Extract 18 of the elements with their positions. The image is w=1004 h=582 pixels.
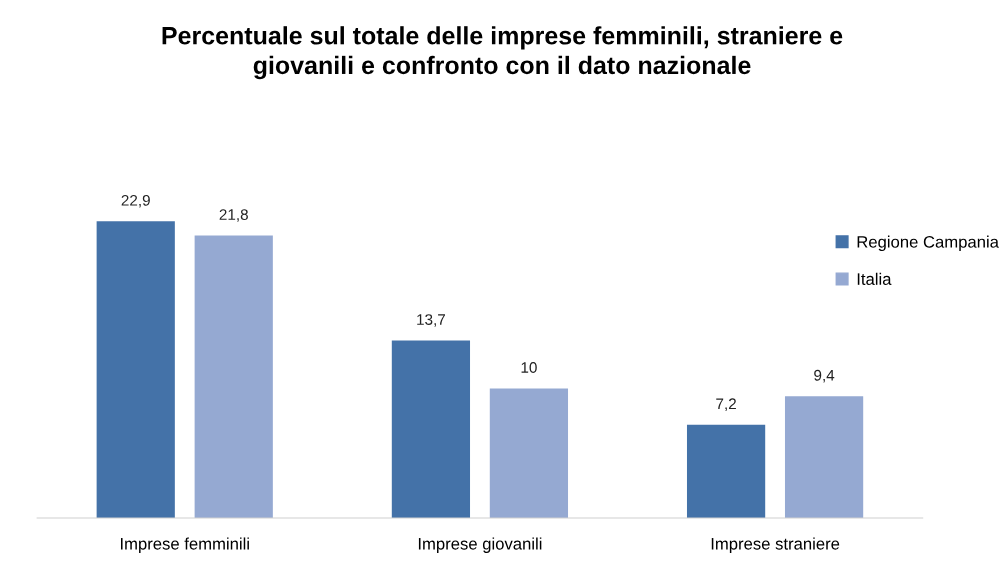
legend-label: Italia [857,272,892,285]
bar [96,221,175,518]
x-tick-label: Imprese straniere [711,537,840,553]
chart-title: Percentuale sul totale delle imprese femminili, straniere e giovanili e confronto con il dato nazionale [162,26,843,80]
data-label: 13,7 [417,314,446,327]
data-label: 10 [521,362,537,373]
x-tick-label: Imprese giovanili [418,537,542,553]
bar [489,388,569,518]
data-label: 21,8 [219,209,248,222]
data-label: 7,2 [716,398,736,411]
x-tick-label: Imprese femminili [120,537,249,553]
data-label: 9,4 [814,369,835,383]
legend-label: Regione Campania [857,235,999,252]
data-label: 22,9 [121,194,150,208]
bar [686,424,766,518]
bar [391,340,471,518]
bar [194,235,273,518]
bar [784,396,864,518]
